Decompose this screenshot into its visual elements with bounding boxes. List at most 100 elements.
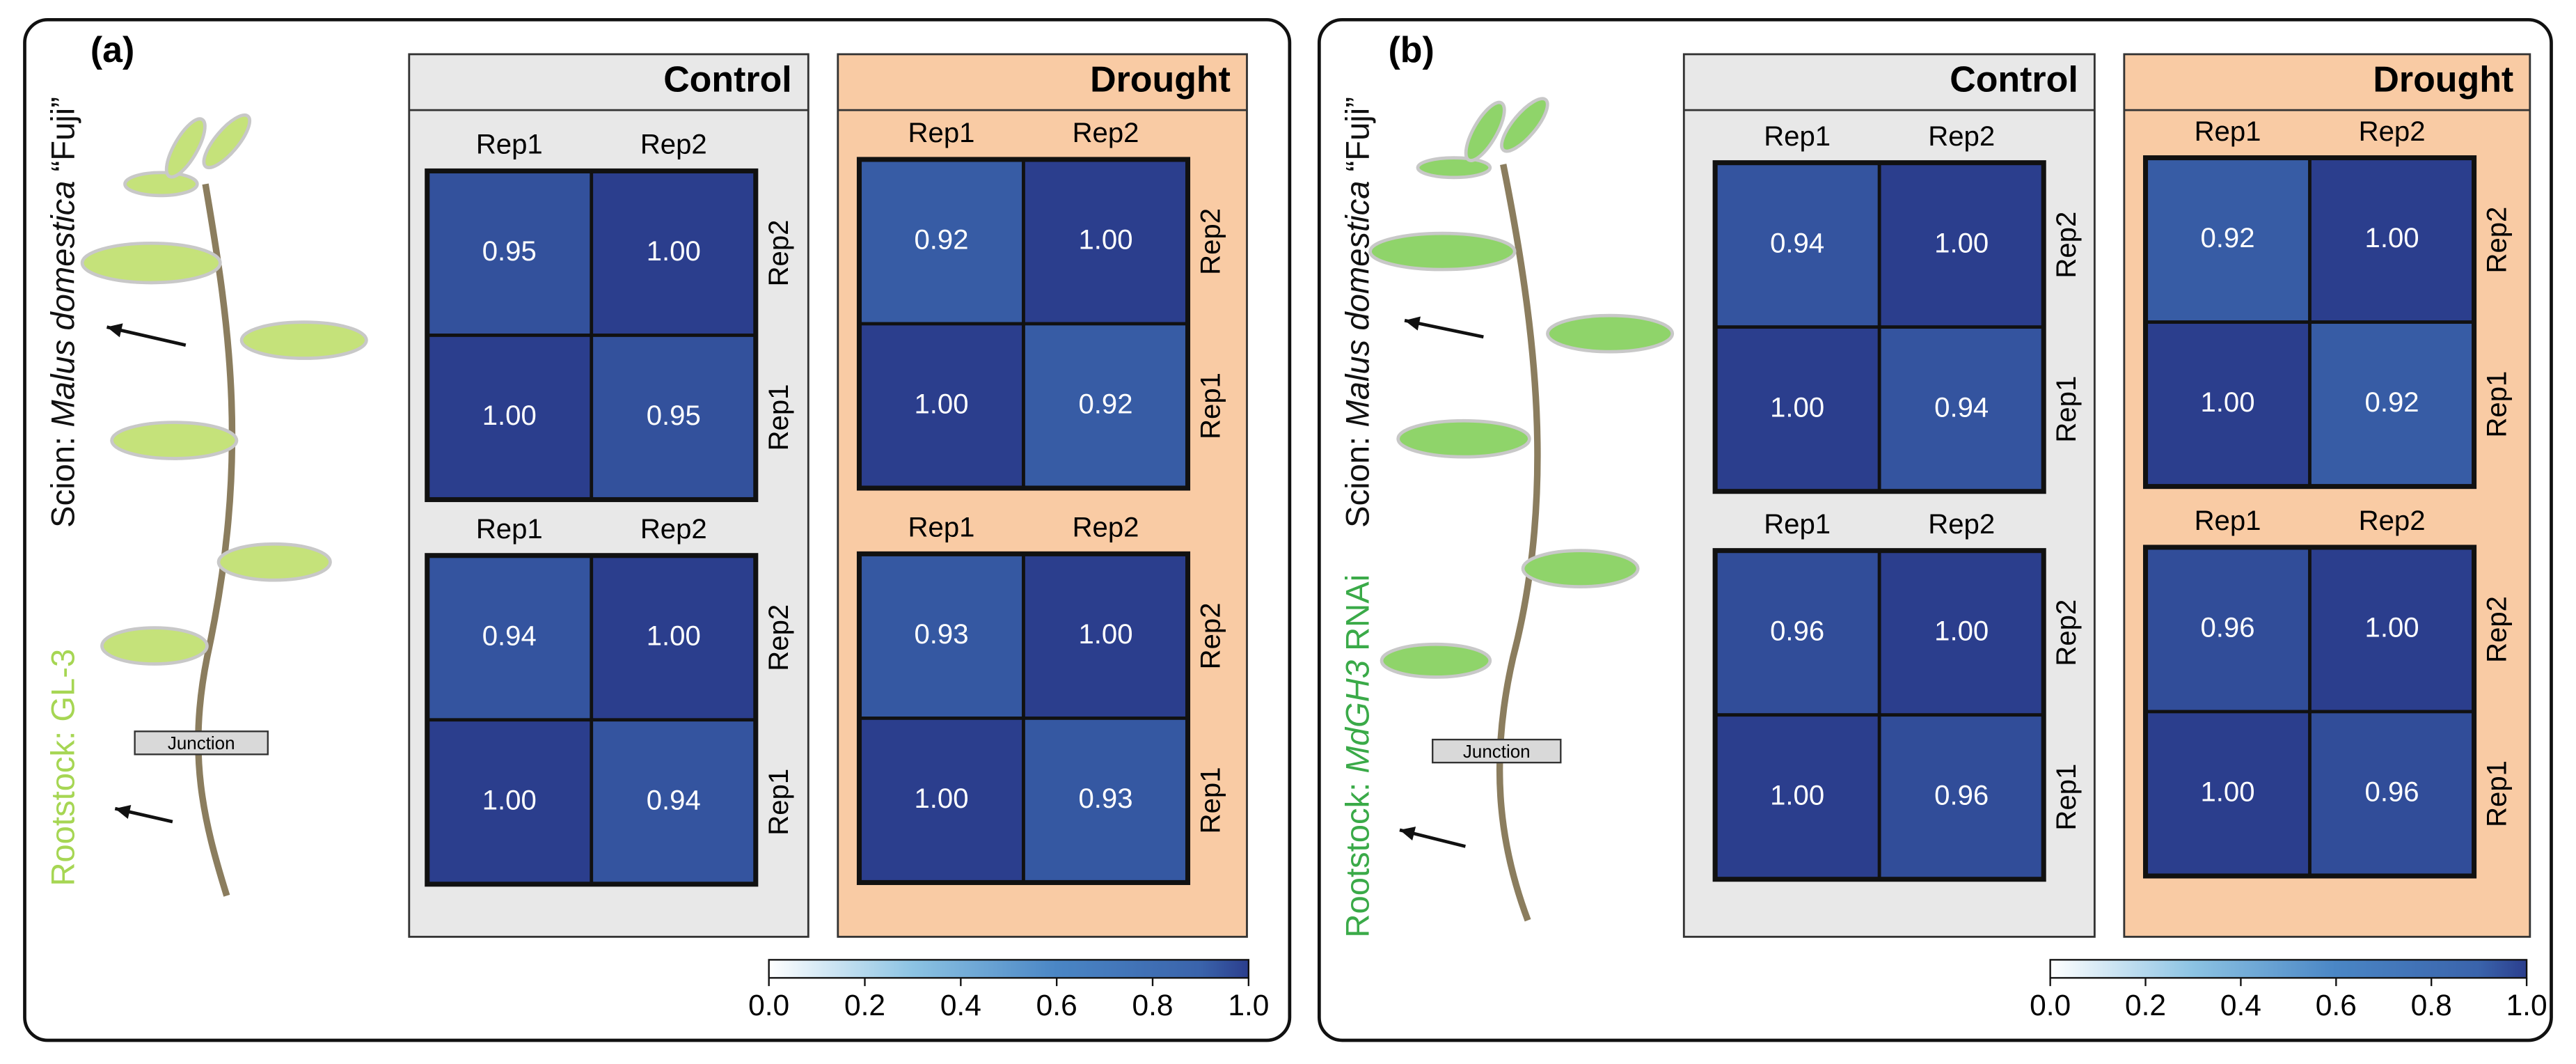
heatmap-cell [858,552,1025,720]
leaf [1546,313,1675,354]
row-label: Rep1 [1195,767,1226,834]
leaf [1396,418,1531,459]
scion-label: Scion: Malus domestica “Fuji” [45,97,82,528]
row-label: Rep1 [2481,371,2513,438]
scion-label-part: “Fuji” [1340,97,1377,181]
row-label: Rep2 [2050,600,2082,666]
row-label: Rep2 [2050,212,2082,279]
heatmap-cell [1713,161,1881,329]
colorbar-tick-label: 0.0 [2030,989,2071,1022]
column-label: Rep2 [1928,508,1995,540]
arrow-head [106,323,123,338]
cell-label: 0.96 [2365,776,2419,808]
colorbar-tick-label: 0.6 [2316,989,2357,1022]
column-label: Rep1 [476,513,543,545]
heatmap-frame [856,157,1191,491]
cell-label: 0.94 [647,784,701,815]
heatmap-frame [425,168,759,503]
condition-title: Drought [2373,60,2513,100]
heatmap-frame [856,551,1191,885]
cell-label: 0.95 [482,235,537,267]
cell-label: 1.00 [2201,386,2255,418]
column-label: Rep2 [2359,116,2426,147]
cell-label: 1.00 [647,235,701,267]
column-label: Rep1 [2195,505,2261,536]
colorbar-tick-label: 0.2 [844,989,885,1022]
heatmap-cell [2144,320,2312,488]
cell-label: 0.93 [914,618,968,650]
leaf [216,542,332,582]
column-label: Rep2 [1928,120,1995,152]
heatmap-frame [425,553,759,887]
junction-box [134,730,269,756]
colorbar-tick-label: 1.0 [2506,989,2547,1022]
leaf [1368,231,1517,272]
cell-label: 1.00 [1770,391,1824,423]
leaf [1380,642,1492,679]
cell-label: 0.96 [1770,615,1824,646]
row-label: Rep1 [2050,764,2082,831]
row-label: Rep2 [2481,207,2513,274]
row-label: Rep1 [2481,760,2513,827]
colorbar-tick-label: 0.4 [2220,989,2261,1022]
cell-label: 0.94 [1934,391,1989,423]
colorbar-tick-label: 1.0 [1228,989,1269,1022]
heatmap-cell [1022,322,1190,490]
rootstock-label-part: GL-3 [45,649,82,722]
row-label: Rep2 [763,604,794,671]
condition-title: Drought [1090,60,1231,100]
scion-label-part: “Fuji” [45,97,82,181]
colorbar [768,959,1250,979]
cell-label: 0.96 [2201,612,2255,643]
heatmap-frame [1712,160,2046,494]
leaf [239,320,368,360]
column-label: Rep1 [1764,120,1831,152]
cell-label: 0.94 [482,620,537,651]
colorbar-tick-label: 0.0 [748,989,789,1022]
heatmap-cell [2144,710,2312,878]
column-label: Rep2 [640,129,707,160]
rootstock-label: Rootstock: GL-3 [45,649,82,886]
rootstock-label-part: RNAi [1340,574,1377,660]
heatmap-frame [2142,545,2477,879]
rootstock-label-part: Rootstock: [1340,774,1377,938]
row-label: Rep1 [763,769,794,836]
leaf [1464,100,1506,162]
arrow-head [115,804,132,819]
row-label: Rep1 [763,384,794,451]
cell-label: 1.00 [914,389,968,420]
heatmap-cell [590,718,758,886]
row-label: Rep2 [1195,208,1226,275]
condition-title: Control [663,60,792,100]
row-label: Rep2 [2481,596,2513,663]
colorbar-tick-label: 0.4 [940,989,981,1022]
column-label: Rep1 [476,129,543,160]
colorbar-tick-label: 0.8 [1132,989,1173,1022]
arrow-head [1405,316,1421,331]
cell-label: 0.92 [2365,386,2419,418]
cell-label: 1.00 [2365,612,2419,643]
heatmap-frame [2142,155,2477,490]
cell-label: 0.92 [2201,222,2255,253]
cell-label: 0.94 [1770,227,1824,258]
leaf [123,171,199,198]
cell-label: 1.00 [1078,618,1132,650]
leaf [100,626,209,666]
rootstock-label: Rootstock: MdGH3 RNAi [1340,574,1377,938]
column-label: Rep2 [1073,117,1139,148]
cell-label: 0.93 [1078,783,1132,814]
arrow-head [1399,827,1416,841]
heatmap-cell [1877,161,2046,329]
stem [1496,164,1541,922]
colorbar [2049,959,2528,979]
rootstock-label-part: Rootstock: [45,722,82,886]
column-label: Rep2 [640,513,707,545]
cell-label: 0.96 [1934,779,1989,811]
cell-label: 1.00 [2201,776,2255,808]
cell-label: 1.00 [2365,222,2419,253]
heatmap-frame [1712,548,2046,882]
cell-label: 0.95 [647,400,701,431]
column-label: Rep1 [908,512,975,543]
scion-label-part: Scion: [1340,428,1377,528]
